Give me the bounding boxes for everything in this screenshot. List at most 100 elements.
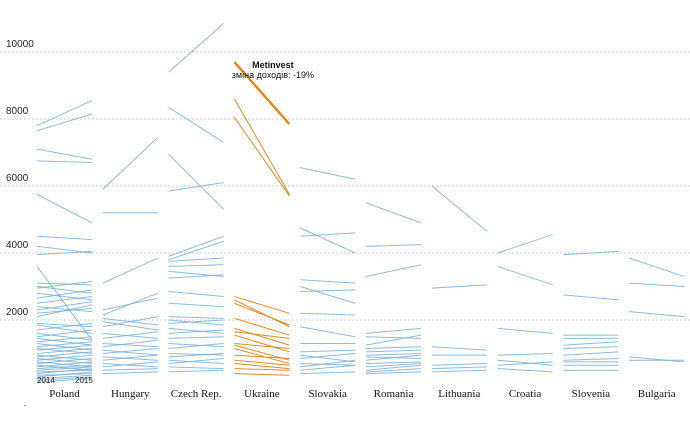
series-line bbox=[365, 349, 422, 353]
series-line bbox=[36, 304, 93, 318]
series-line bbox=[300, 279, 356, 284]
series-line bbox=[365, 361, 422, 365]
series-line bbox=[102, 137, 159, 190]
series-line bbox=[36, 354, 93, 361]
series-line bbox=[102, 363, 158, 368]
series-line bbox=[299, 227, 356, 254]
series-line bbox=[168, 342, 224, 348]
series-line bbox=[36, 344, 93, 351]
series-line bbox=[497, 234, 553, 254]
series-line bbox=[36, 266, 93, 341]
series-line bbox=[102, 332, 158, 339]
series-line bbox=[36, 148, 93, 160]
series-line bbox=[36, 364, 93, 370]
series-line bbox=[102, 292, 158, 316]
series-line bbox=[300, 354, 356, 363]
series-line bbox=[300, 286, 356, 304]
series-line bbox=[36, 322, 93, 331]
annotated-series-line bbox=[233, 61, 291, 125]
series-line bbox=[563, 294, 619, 301]
series-line bbox=[36, 376, 93, 381]
series-line bbox=[497, 353, 553, 356]
series-line bbox=[234, 354, 290, 360]
series-line bbox=[629, 257, 685, 277]
group-label: Ukraine bbox=[244, 388, 280, 400]
series-line bbox=[431, 185, 488, 232]
series-line bbox=[365, 346, 422, 349]
series-line bbox=[36, 336, 93, 343]
series-line bbox=[168, 342, 224, 349]
year-labels: 2014 2015 bbox=[37, 376, 93, 385]
series-line bbox=[168, 329, 224, 334]
series-line bbox=[168, 358, 224, 365]
series-line bbox=[563, 250, 619, 256]
series-line bbox=[168, 257, 224, 262]
series-line bbox=[36, 368, 93, 375]
series-line bbox=[234, 299, 290, 328]
series-line bbox=[36, 296, 93, 304]
series-line bbox=[36, 361, 93, 368]
series-line bbox=[365, 244, 422, 247]
series-line bbox=[102, 342, 158, 348]
series-line bbox=[102, 347, 158, 354]
series-line bbox=[300, 359, 356, 368]
series-line bbox=[168, 274, 224, 279]
series-line bbox=[102, 361, 158, 368]
series-line bbox=[234, 363, 290, 370]
series-line bbox=[497, 265, 553, 286]
small-mark bbox=[24, 405, 26, 406]
series-line bbox=[168, 291, 224, 298]
series-line bbox=[168, 240, 224, 261]
year-label-end: 2015 bbox=[75, 376, 93, 385]
series-line bbox=[563, 351, 619, 356]
series-line bbox=[36, 347, 93, 354]
series-line bbox=[168, 316, 224, 319]
series-line bbox=[168, 359, 224, 365]
series-line bbox=[234, 342, 290, 349]
series-line bbox=[365, 354, 422, 361]
series-line bbox=[36, 371, 93, 378]
series-line bbox=[168, 235, 224, 257]
series-line bbox=[36, 301, 93, 311]
series-line bbox=[36, 292, 93, 301]
series-line bbox=[365, 363, 422, 368]
series-line bbox=[300, 326, 356, 338]
series-line bbox=[365, 368, 422, 373]
series-line bbox=[300, 371, 356, 375]
series-line bbox=[300, 353, 356, 360]
series-line bbox=[168, 23, 224, 73]
series-line bbox=[36, 160, 93, 164]
group-label: Slovenia bbox=[572, 388, 611, 400]
series-line bbox=[36, 351, 93, 358]
group-label: Poland bbox=[49, 388, 80, 400]
series-line bbox=[365, 327, 422, 334]
series-line bbox=[36, 378, 93, 383]
series-line bbox=[36, 324, 93, 334]
series-line bbox=[168, 353, 224, 356]
series-line bbox=[102, 368, 158, 371]
series-line bbox=[431, 284, 487, 289]
series-line bbox=[36, 337, 93, 346]
series-line bbox=[365, 353, 422, 356]
series-line bbox=[36, 341, 93, 348]
series-line bbox=[102, 321, 158, 331]
series-line bbox=[234, 296, 290, 314]
annotation-subtitle: зміна доходів: -19% bbox=[232, 70, 314, 80]
series-line bbox=[102, 316, 158, 328]
group-label: Romania bbox=[374, 388, 414, 400]
series-line bbox=[234, 317, 290, 336]
series-line bbox=[431, 369, 487, 373]
series-line bbox=[365, 202, 422, 224]
series-line bbox=[300, 312, 356, 316]
series-line bbox=[36, 374, 93, 380]
series-line bbox=[36, 250, 93, 256]
series-line bbox=[365, 264, 422, 277]
y-tick-label: 10000 bbox=[6, 39, 34, 50]
series-line bbox=[234, 373, 290, 376]
group-label: Lithuania bbox=[438, 388, 480, 400]
gridlines bbox=[0, 51, 690, 321]
y-tick-label: 8000 bbox=[6, 106, 29, 117]
series-line bbox=[168, 319, 224, 324]
series-line bbox=[629, 356, 685, 363]
